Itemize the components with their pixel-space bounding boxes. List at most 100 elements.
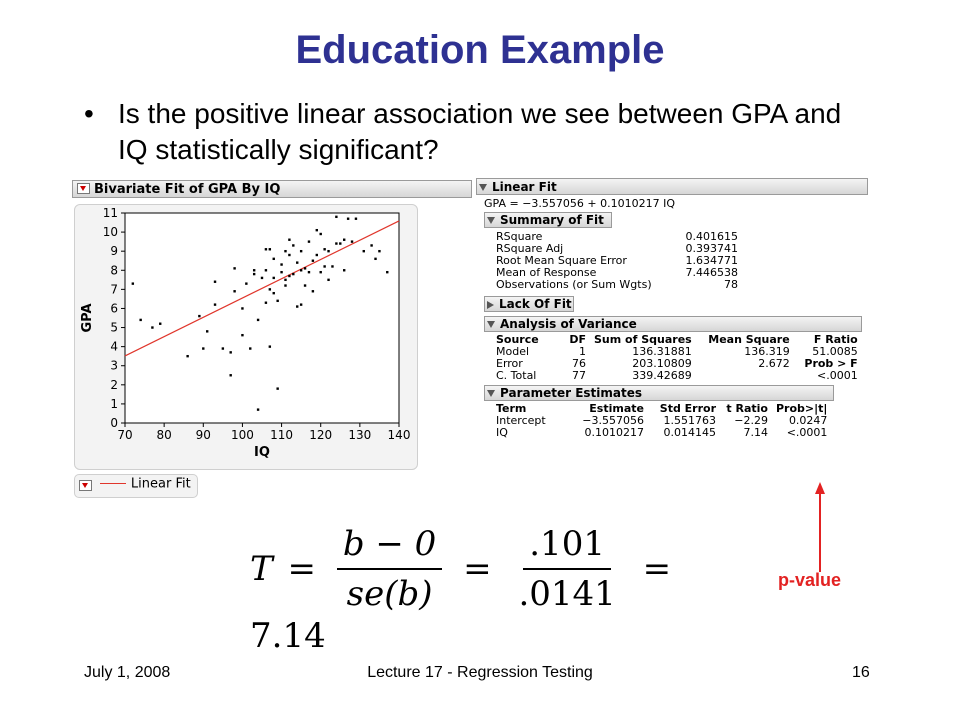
data-point	[264, 269, 268, 272]
data-point	[284, 278, 287, 282]
disclosure-right-icon[interactable]	[487, 300, 494, 309]
table-cell: 76	[572, 357, 586, 370]
data-point	[311, 259, 315, 262]
data-point	[229, 351, 232, 354]
x-tick-label: 80	[157, 428, 172, 442]
data-point	[272, 257, 275, 261]
footer-page-number: 16	[852, 664, 870, 681]
table-cell: Model	[496, 345, 530, 358]
red-triangle-menu-icon[interactable]	[77, 183, 90, 194]
table-cell: 0.1010217	[584, 426, 645, 439]
data-point	[284, 249, 287, 253]
table-cell: 136.319	[744, 345, 790, 358]
data-point	[284, 284, 287, 287]
data-point	[303, 267, 307, 270]
data-point	[339, 242, 342, 245]
y-tick-label: 1	[110, 397, 118, 411]
data-point	[307, 270, 311, 274]
bivariate-header[interactable]: Bivariate Fit of GPA By IQ	[72, 180, 472, 198]
bullet-text: Is the positive linear association we se…	[118, 98, 842, 165]
data-point	[323, 265, 326, 268]
data-point	[280, 270, 283, 274]
linear-fit-header[interactable]: Linear Fit	[476, 178, 868, 195]
column-header: Estimate	[589, 402, 644, 415]
summary-value: 0.401615	[685, 230, 739, 243]
column-header: Sum of Squares	[594, 333, 692, 346]
formula-equals-2: =	[463, 549, 492, 589]
footer-date: July 1, 2008	[84, 664, 171, 681]
legend-box: Linear Fit	[74, 474, 198, 498]
table-cell: Error	[496, 357, 523, 370]
bivariate-header-label: Bivariate Fit of GPA By IQ	[94, 182, 281, 197]
formula-fraction-2: .101 .0141	[512, 524, 621, 614]
table-cell: 1.551763	[663, 414, 717, 427]
disclosure-down-icon[interactable]	[487, 321, 495, 328]
summary-of-fit-header[interactable]: Summary of Fit	[484, 212, 612, 228]
data-point	[264, 248, 268, 251]
y-tick-label: 10	[103, 225, 118, 239]
data-point	[288, 253, 291, 257]
data-point	[276, 299, 279, 303]
data-point	[343, 269, 346, 272]
data-point	[350, 240, 354, 243]
table-cell: <.0001	[816, 369, 858, 382]
y-tick-label: 6	[110, 301, 118, 315]
disclosure-down-icon[interactable]	[479, 184, 487, 191]
summary-of-fit-label: Summary of Fit	[500, 213, 604, 227]
table-cell: C. Total	[496, 369, 537, 382]
lack-of-fit-header[interactable]: Lack Of Fit	[484, 296, 574, 312]
disclosure-down-icon[interactable]	[487, 390, 495, 397]
table-header-row: Term Estimate Std Error t Ratio Prob>|t|	[492, 403, 831, 415]
data-point	[370, 244, 373, 247]
data-point	[264, 301, 268, 304]
data-point	[229, 374, 232, 377]
data-point	[299, 269, 303, 272]
table-cell: IQ	[496, 426, 508, 439]
t-statistic-formula: T = b − 0 se(b) = .101 .0141 = 7.14	[250, 524, 690, 656]
data-point	[151, 326, 154, 329]
y-axis-label: GPA	[80, 303, 95, 332]
data-point	[374, 257, 377, 261]
parameter-estimates-header[interactable]: Parameter Estimates	[484, 385, 834, 401]
table-row: Error 76 203.10809 2.672 Prob > F	[492, 358, 862, 370]
scatter-plot: 70 80 90 100 110 120 130 140 0 1 2 3 4 5 6 7 8 9 10 11 IQ GPA	[80, 206, 410, 460]
parameter-estimates-label: Parameter Estimates	[500, 386, 643, 400]
column-header: t Ratio	[726, 402, 768, 415]
x-axis-label: IQ	[254, 445, 270, 460]
table-cell	[696, 370, 794, 382]
data-point	[213, 303, 217, 306]
legend-label: Linear Fit	[130, 476, 191, 492]
data-point	[327, 249, 330, 253]
data-point	[233, 290, 236, 293]
table-row: RSquare 0.401615	[492, 231, 742, 243]
table-row: Mean of Response 7.446538	[492, 267, 742, 279]
data-point	[186, 354, 189, 358]
data-point	[245, 282, 248, 285]
data-point	[268, 345, 272, 348]
y-tick-label: 2	[110, 378, 118, 392]
table-cell: 7.14	[743, 426, 769, 439]
column-header: DF	[569, 333, 586, 346]
footer-title: Lecture 17 - Regression Testing	[367, 664, 593, 681]
parameter-estimates-table: Term Estimate Std Error t Ratio Prob>|t| Inte…	[492, 403, 831, 439]
x-tick-label: 100	[231, 428, 254, 442]
formula-equals-3: =	[642, 549, 672, 589]
fraction-1-numerator: b − 0	[336, 524, 443, 570]
x-tick-label: 70	[117, 428, 132, 442]
table-row: C. Total 77 339.42689 <.0001	[492, 370, 862, 382]
p-value-label: p-value	[778, 570, 842, 590]
anova-header[interactable]: Analysis of Variance	[484, 316, 862, 332]
data-point	[288, 238, 291, 241]
fit-equation: GPA = −3.557056 + 0.1010217 IQ	[484, 197, 675, 210]
legend-menu-icon[interactable]	[79, 479, 92, 491]
data-point	[252, 272, 256, 276]
table-cell: 0.014145	[663, 426, 717, 439]
fraction-2-numerator: .101	[523, 524, 611, 570]
x-tick-label: 90	[196, 428, 211, 442]
disclosure-down-icon[interactable]	[487, 217, 495, 224]
data-point	[272, 276, 275, 280]
summary-label: RSquare	[496, 230, 543, 243]
formula-fraction-1: b − 0 se(b)	[336, 524, 443, 614]
column-header: Prob>|t|	[776, 402, 828, 415]
table-cell: <.0001	[786, 426, 828, 439]
